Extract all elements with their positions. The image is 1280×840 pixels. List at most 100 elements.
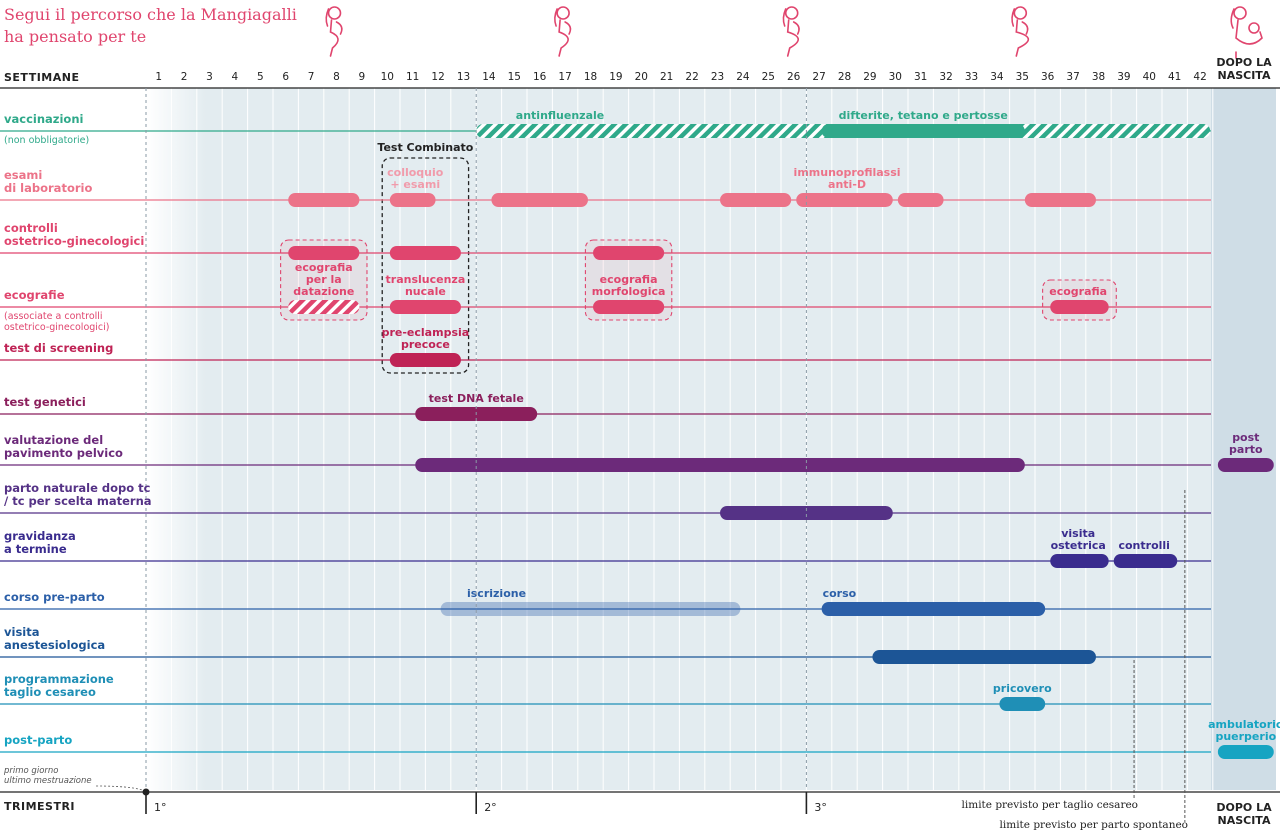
row-label: test genetici xyxy=(4,395,86,409)
week-number: 42 xyxy=(1193,71,1206,83)
timeline-bar xyxy=(288,193,360,207)
pregnancy-icon-third xyxy=(782,6,800,57)
row-label: ostetrico-ginecologici xyxy=(4,234,145,248)
bar-label: ecografia xyxy=(1049,285,1107,298)
icon-hair xyxy=(1011,8,1016,27)
start-dot xyxy=(142,788,150,796)
timeline-bar xyxy=(999,697,1046,711)
pregnancy-icon-first xyxy=(325,6,343,57)
bar-label: datazione xyxy=(293,285,354,298)
bar-label: precoce xyxy=(401,338,450,351)
trimesters-header: TRIMESTRI xyxy=(4,800,76,813)
icon-hair xyxy=(325,8,330,27)
pregnancy-icon-second xyxy=(554,6,572,57)
timeline-bar xyxy=(288,246,360,260)
bar-label: post xyxy=(1232,431,1259,444)
bar-label: ecografia xyxy=(600,273,658,286)
timeline-bar xyxy=(872,650,1096,664)
week-number: 23 xyxy=(711,71,724,83)
timeline-bar xyxy=(440,602,741,616)
week-number: 5 xyxy=(257,71,264,83)
week-number: 8 xyxy=(333,71,340,83)
timeline-bar xyxy=(389,353,461,367)
icon-head xyxy=(556,6,570,20)
week-number: 20 xyxy=(635,71,648,83)
week-number: 9 xyxy=(359,71,366,83)
bar-label: puerperio xyxy=(1215,730,1276,743)
limit-cesarean-label: limite previsto per taglio cesareo xyxy=(961,799,1138,811)
bar-label: nucale xyxy=(405,285,446,298)
weeks-header: SETTIMANE xyxy=(4,71,80,84)
bar-label: pricovero xyxy=(993,682,1052,695)
week-number: 35 xyxy=(1016,71,1029,83)
timeline-bar xyxy=(491,193,588,207)
timeline-bar xyxy=(821,602,1046,616)
row-label: esami xyxy=(4,168,43,182)
limit-spontaneous-label: limite previsto per parto spontaneo xyxy=(999,819,1188,831)
week-number: 16 xyxy=(533,71,547,83)
bar-label: parto xyxy=(1229,443,1263,456)
timeline-bar xyxy=(389,300,461,314)
week-number: 37 xyxy=(1066,71,1079,83)
bar-label: ostetrica xyxy=(1051,539,1106,552)
bar-label: test DNA fetale xyxy=(429,392,524,405)
icon-body xyxy=(786,19,799,57)
icon-hair xyxy=(782,8,787,27)
bar-label: colloquio xyxy=(387,166,444,179)
first-day-note-line-2: ultimo mestruazione xyxy=(4,776,92,786)
combined-test-box xyxy=(381,157,470,374)
row-label: controlli xyxy=(4,221,58,235)
after-birth-header-top: DOPO LA NASCITA xyxy=(1213,56,1275,82)
row-label: programmazione xyxy=(4,672,114,686)
bar-label: antinfluenzale xyxy=(516,109,604,122)
row-label: post-parto xyxy=(4,733,73,747)
bar-label: difterite, tetano e pertosse xyxy=(839,109,1008,122)
page-title: Segui il percorso che la Mangiagalli ha … xyxy=(4,4,297,48)
week-number: 15 xyxy=(508,71,521,83)
week-number: 22 xyxy=(685,71,698,83)
page-title-line-2: ha pensato per te xyxy=(4,27,147,46)
bar-label: iscrizione xyxy=(467,587,526,600)
week-number: 4 xyxy=(232,71,239,83)
row-label: a termine xyxy=(4,542,67,556)
timeline-bar xyxy=(415,458,1025,472)
icon-arm xyxy=(335,21,343,35)
timeline-bar xyxy=(288,300,360,314)
icon-hair xyxy=(1230,8,1235,29)
week-number: 3 xyxy=(206,71,213,83)
mother-baby-icon xyxy=(1230,6,1263,59)
icon-head xyxy=(327,6,342,20)
icon-head xyxy=(1013,6,1028,20)
combined-test-label: Test Combinato xyxy=(377,141,473,154)
icon-head xyxy=(1233,6,1247,20)
timeline-bar xyxy=(1050,554,1109,568)
week-number: 27 xyxy=(812,71,825,83)
icon-arm xyxy=(564,21,572,35)
timeline-bar xyxy=(593,246,665,260)
week-number: 39 xyxy=(1117,71,1130,83)
timeline-bar xyxy=(593,300,665,314)
after-birth-line-2: NASCITA xyxy=(1217,69,1271,82)
week-number: 24 xyxy=(736,71,750,83)
row-label: corso pre-parto xyxy=(4,590,105,604)
timeline-bar xyxy=(897,193,944,207)
icon-baby-head xyxy=(1248,22,1260,34)
trimester-label: 1° xyxy=(154,801,167,814)
bar-label: + esami xyxy=(390,178,440,191)
week-number: 30 xyxy=(889,71,902,83)
week-number: 21 xyxy=(660,71,673,83)
bar-label: immunoprofilassi xyxy=(794,166,901,179)
after-birth-line-1: DOPO LA xyxy=(1216,56,1272,69)
bar-label: translucenza xyxy=(386,273,466,286)
row-label: visita xyxy=(4,625,40,639)
week-number: 34 xyxy=(990,71,1004,83)
timeline-bar xyxy=(389,246,461,260)
row-label: anestesiologica xyxy=(4,638,106,652)
bar-label: controlli xyxy=(1118,539,1169,552)
icon-body xyxy=(1235,19,1263,45)
row-sublabel: (non obbligatorie) xyxy=(4,135,90,146)
row-label: parto naturale dopo tc xyxy=(4,481,151,495)
icon-body xyxy=(1015,19,1030,57)
